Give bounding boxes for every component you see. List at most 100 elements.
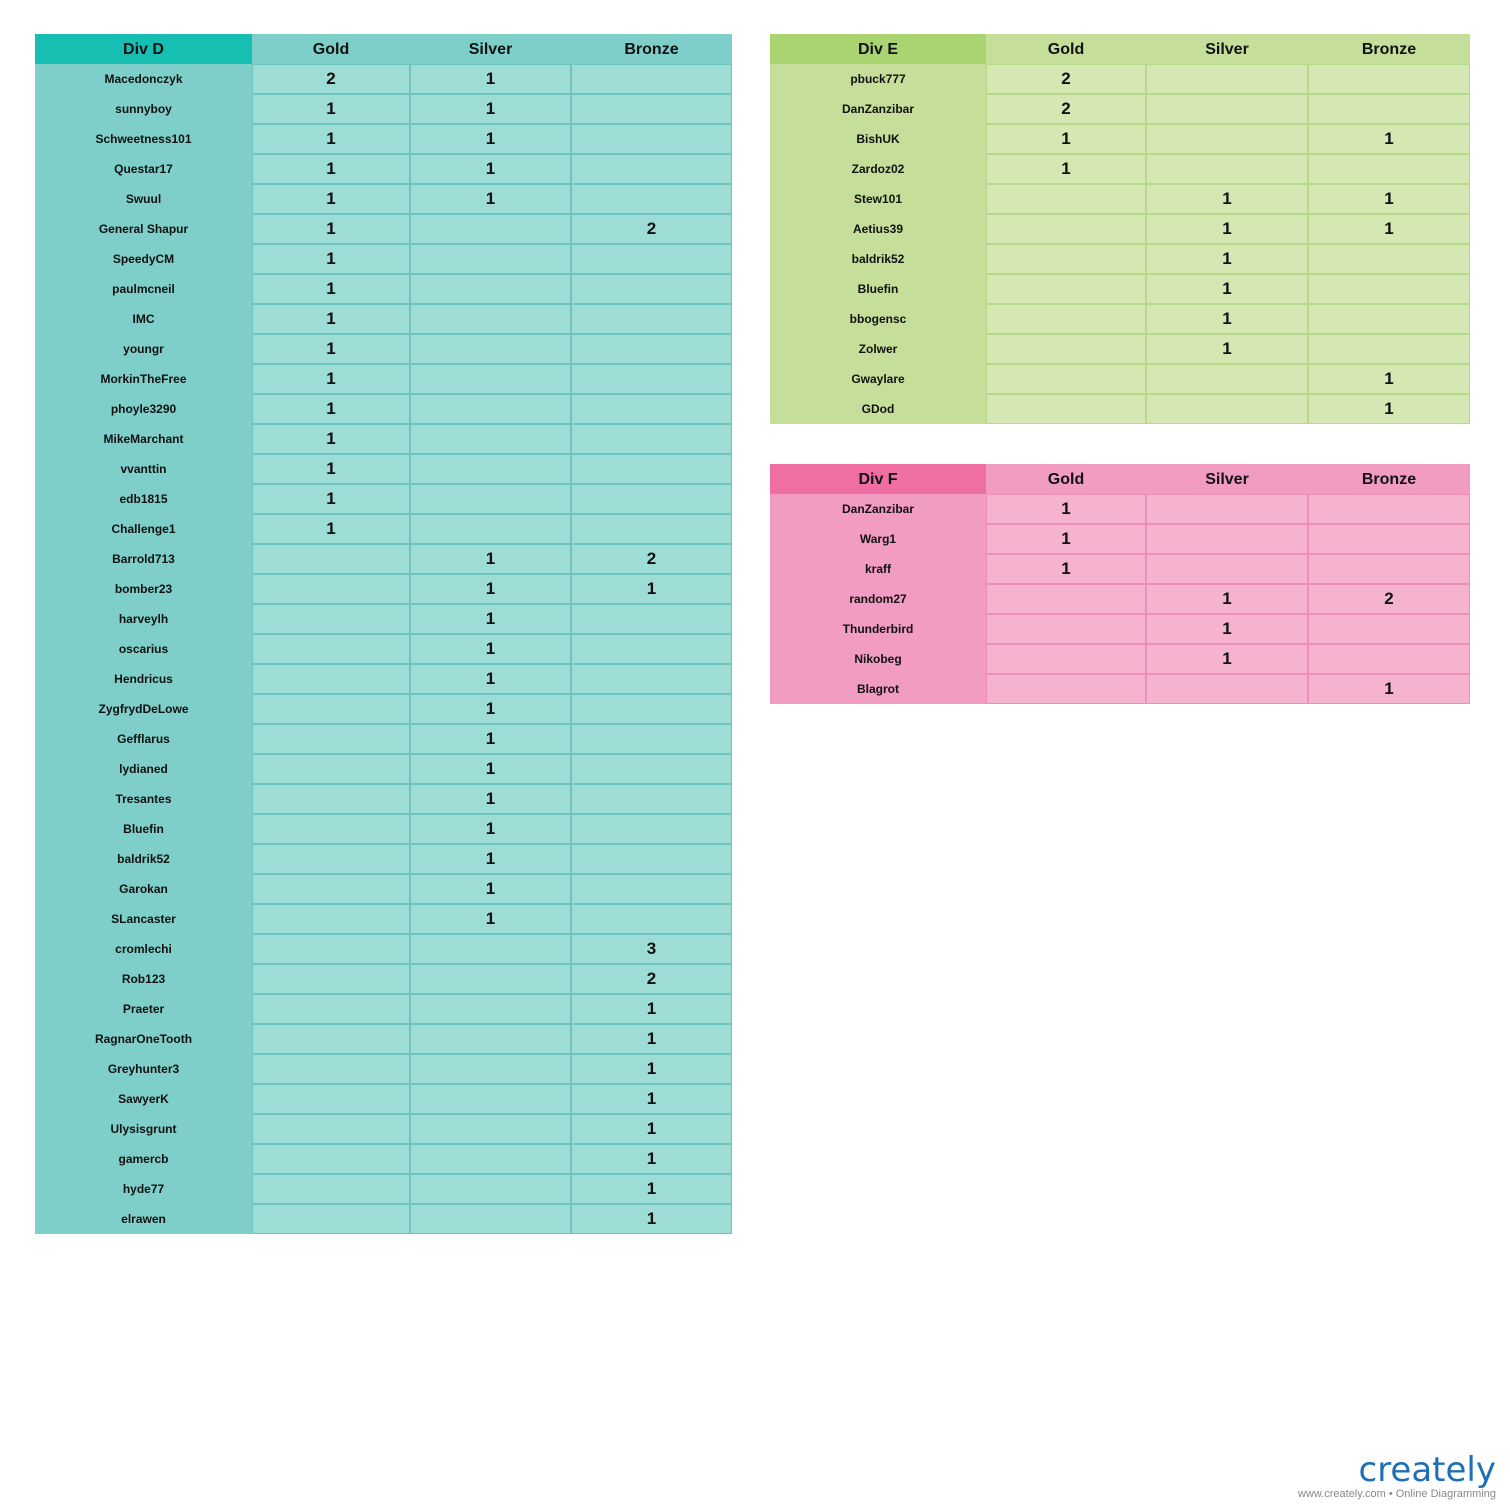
medal-count [1146,674,1308,704]
medal-count: 1 [571,1174,732,1204]
medal-count [410,394,571,424]
player-name: General Shapur [35,214,252,244]
medal-count: 1 [410,904,571,934]
player-name: MikeMarchant [35,424,252,454]
player-name: Tresantes [35,784,252,814]
player-name: DanZanzibar [770,494,986,524]
medal-count [986,334,1146,364]
medal-count: 1 [1146,614,1308,644]
medal-count: 1 [571,1144,732,1174]
medal-count: 1 [986,524,1146,554]
medal-count [410,424,571,454]
medal-count [252,1174,410,1204]
medal-count: 1 [410,544,571,574]
table-title: Div F [770,464,986,496]
medal-count [410,244,571,274]
medal-count [410,304,571,334]
medal-count [410,364,571,394]
medal-count: 1 [252,334,410,364]
player-name: baldrik52 [35,844,252,874]
medal-count [410,1114,571,1144]
medal-count [571,454,732,484]
medal-count: 1 [410,754,571,784]
player-name: SLancaster [35,904,252,934]
medal-count [571,604,732,634]
medal-count [410,1174,571,1204]
medal-count: 1 [252,244,410,274]
medal-count [986,244,1146,274]
medal-count: 1 [252,304,410,334]
medal-count: 1 [410,634,571,664]
medal-count [571,844,732,874]
player-name: sunnyboy [35,94,252,124]
medal-count [986,304,1146,334]
medal-count [1308,154,1470,184]
player-name: MorkinTheFree [35,364,252,394]
medal-count: 1 [252,214,410,244]
player-name: GDod [770,394,986,424]
player-name: Gefflarus [35,724,252,754]
player-name: harveylh [35,604,252,634]
medal-count: 1 [410,724,571,754]
medal-count: 2 [1308,584,1470,614]
medal-count: 1 [252,94,410,124]
medal-count: 1 [410,64,571,94]
medal-count: 1 [252,394,410,424]
medal-count: 1 [986,554,1146,584]
player-name: Barrold713 [35,544,252,574]
medal-count: 1 [410,874,571,904]
player-name: ZygfrydDeLowe [35,694,252,724]
medal-count: 1 [252,454,410,484]
medal-count [571,754,732,784]
medal-count [252,844,410,874]
medal-count [252,904,410,934]
medal-count [1308,554,1470,584]
medal-count: 2 [986,94,1146,124]
medal-count: 2 [252,64,410,94]
player-name: Gwaylare [770,364,986,394]
medal-count: 1 [571,994,732,1024]
medal-count: 1 [1146,184,1308,214]
medal-count [410,1204,571,1234]
player-name: Rob123 [35,964,252,994]
medal-count [1308,64,1470,94]
player-name: bbogensc [770,304,986,334]
medal-count: 1 [1308,674,1470,704]
medal-count: 2 [571,964,732,994]
medal-count [252,1114,410,1144]
medal-count [1308,524,1470,554]
medal-count [1308,274,1470,304]
medal-count [252,754,410,784]
player-name: SawyerK [35,1084,252,1114]
player-name: elrawen [35,1204,252,1234]
player-name: Macedonczyk [35,64,252,94]
player-name: edb1815 [35,484,252,514]
medal-count [986,214,1146,244]
medal-count: 1 [410,844,571,874]
medal-count: 1 [571,574,732,604]
medal-count [986,614,1146,644]
medal-count [1146,64,1308,94]
medal-count [410,274,571,304]
medal-count [252,874,410,904]
medal-count [571,124,732,154]
medal-count: 1 [252,514,410,544]
column-header: Bronze [1308,464,1470,496]
player-name: Challenge1 [35,514,252,544]
column-header: Gold [986,34,1146,66]
medal-count [1146,154,1308,184]
medal-count [571,64,732,94]
column-header: Bronze [1308,34,1470,66]
column-header: Bronze [571,34,732,66]
column-header: Silver [1146,34,1308,66]
medal-count [571,184,732,214]
player-name: cromlechi [35,934,252,964]
player-name: Zardoz02 [770,154,986,184]
medal-count [1146,124,1308,154]
medal-count [1146,94,1308,124]
medal-count [571,334,732,364]
medal-count [571,424,732,454]
medal-count: 1 [1146,334,1308,364]
table-title: Div D [35,34,252,66]
medal-count: 1 [410,784,571,814]
